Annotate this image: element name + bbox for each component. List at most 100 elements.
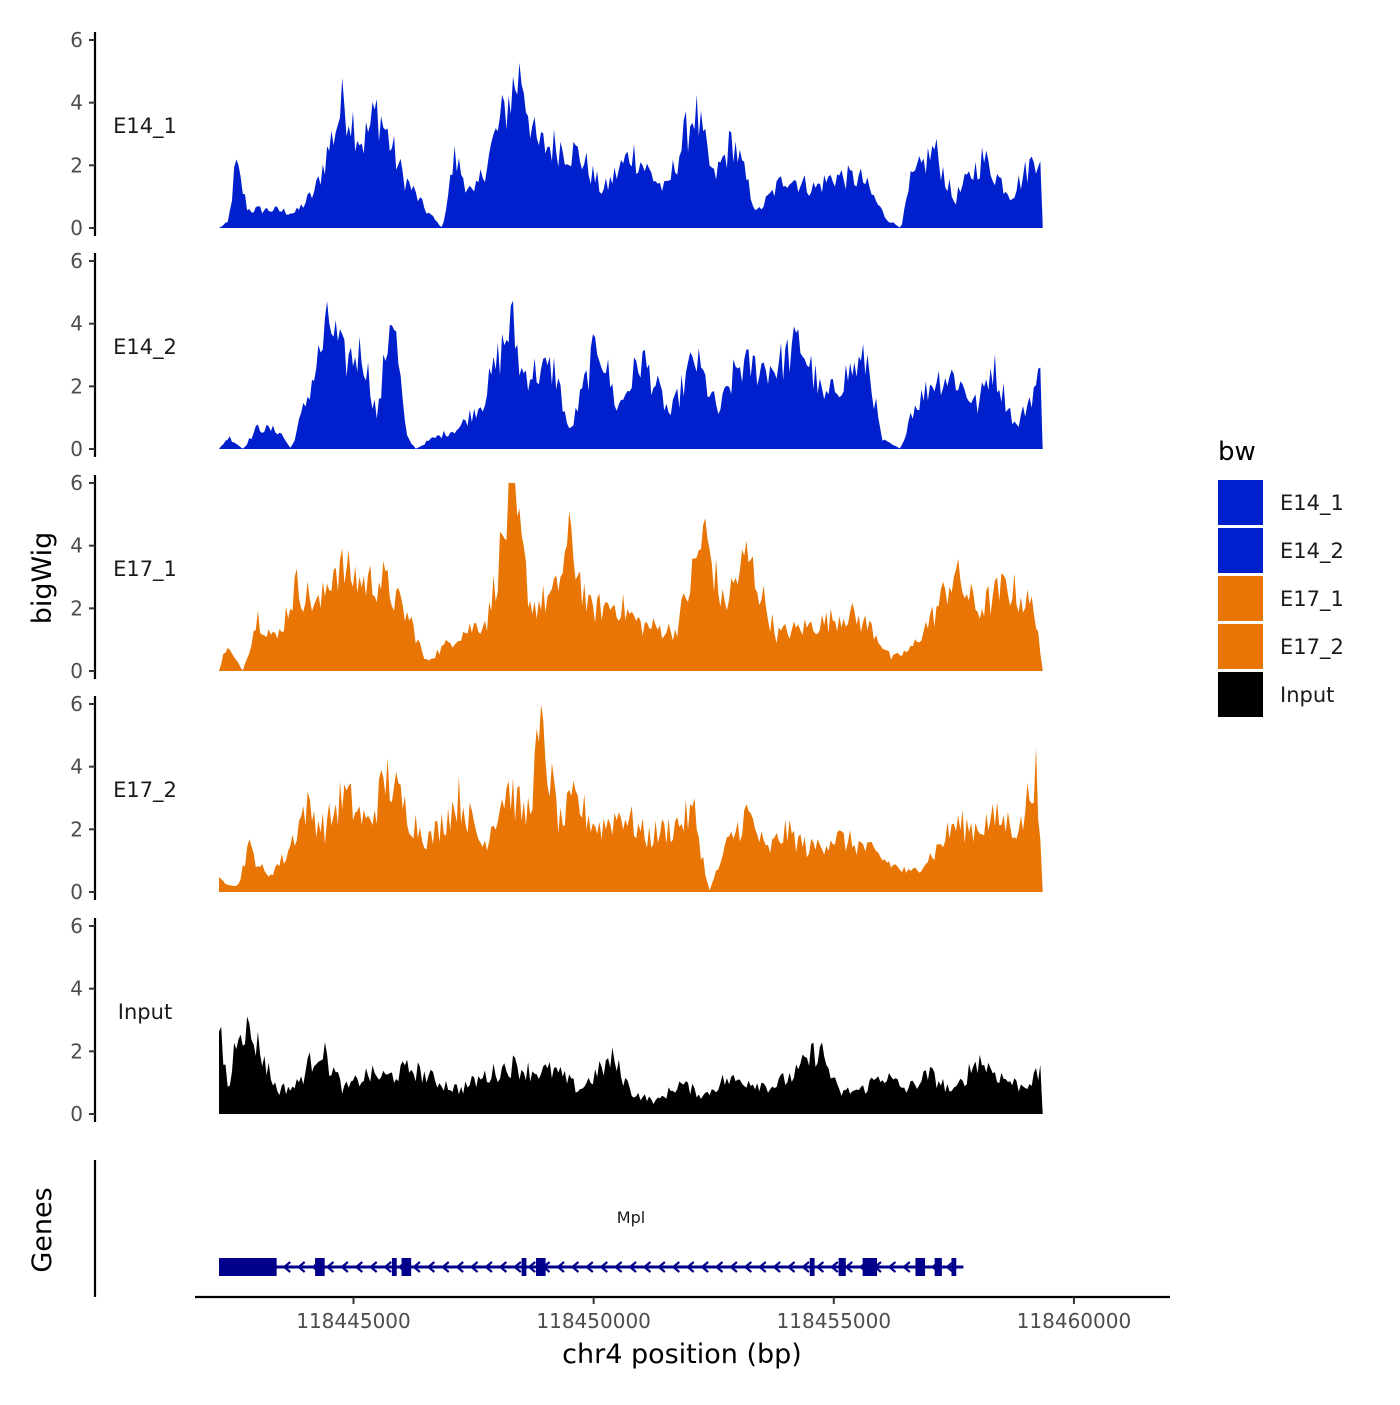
strand-arrow xyxy=(628,1261,637,1273)
y-tick-label: 4 xyxy=(70,977,83,1001)
legend-swatch xyxy=(1218,528,1263,573)
signal-area xyxy=(219,483,1043,671)
strand-arrow xyxy=(786,1261,796,1273)
strand-arrow xyxy=(570,1261,580,1273)
y-tick-label: 2 xyxy=(70,1039,83,1063)
y-tick-label: 6 xyxy=(70,692,83,716)
y-tick-label: 2 xyxy=(70,374,83,398)
legend-label: E17_1 xyxy=(1280,587,1344,612)
gene-exon xyxy=(536,1258,546,1276)
y-tick-label: 0 xyxy=(70,880,83,904)
legend-swatch xyxy=(1218,672,1263,717)
signal-tracks: 0 2 4 6 E14_1 0 2 4 6 E14_2 0 2 4 6 E17_1 0 2 4 6 E17_2 0 2 4 6… xyxy=(70,28,1043,1126)
strand-arrow xyxy=(945,1261,954,1273)
y-tick-label: 0 xyxy=(70,1102,83,1126)
x-tick-label: 118445000 xyxy=(296,1309,411,1333)
genes-track: Mpl xyxy=(93,1160,964,1297)
y-tick-label: 0 xyxy=(70,437,83,461)
y-tick-label: 4 xyxy=(70,91,83,115)
track-label: E17_1 xyxy=(113,557,177,582)
legend-swatch xyxy=(1218,624,1263,669)
strand-arrow xyxy=(498,1261,508,1273)
strand-arrow xyxy=(830,1261,839,1273)
strand-arrow xyxy=(801,1261,810,1273)
strand-arrow xyxy=(325,1261,335,1273)
gene-exon xyxy=(934,1258,942,1276)
signal-area xyxy=(219,62,1043,229)
x-axis-title: chr4 position (bp) xyxy=(562,1339,802,1370)
strand-arrow xyxy=(513,1261,522,1273)
track-e14-1: 0 2 4 6 E14_1 xyxy=(70,28,1043,240)
strand-arrow xyxy=(671,1261,681,1273)
y-tick-label: 4 xyxy=(70,755,83,779)
x-tick-label: 118455000 xyxy=(777,1309,892,1333)
legend-swatch xyxy=(1218,480,1263,525)
strand-arrow xyxy=(296,1261,306,1273)
strand-arrow xyxy=(685,1261,695,1273)
signal-area xyxy=(219,300,1043,449)
track-e17-1: 0 2 4 6 E17_1 xyxy=(70,471,1043,683)
track-input: 0 2 4 6 Input xyxy=(70,914,1043,1126)
legend: bw E14_1 E14_2 E17_1 E17_2 Input xyxy=(1218,437,1344,717)
strand-arrow xyxy=(383,1261,392,1273)
strand-arrow xyxy=(527,1261,536,1273)
y-tick-label: 6 xyxy=(70,249,83,273)
strand-arrow xyxy=(642,1261,652,1273)
strand-arrow xyxy=(613,1261,623,1273)
legend-item: E17_2 xyxy=(1218,624,1344,669)
y-tick-label: 4 xyxy=(70,534,83,558)
legend-label: Input xyxy=(1280,683,1334,707)
y-tick-label: 2 xyxy=(70,596,83,620)
gene-utr xyxy=(219,1258,277,1276)
y-tick-label: 6 xyxy=(70,914,83,938)
signal-area xyxy=(219,1016,1043,1114)
x-tick-label: 118450000 xyxy=(536,1309,651,1333)
strand-arrow xyxy=(484,1261,493,1273)
strand-arrow xyxy=(441,1261,450,1273)
y-tick-label: 6 xyxy=(70,471,83,495)
legend-title: bw xyxy=(1218,437,1256,467)
strand-arrow xyxy=(426,1261,436,1273)
y-tick-label: 2 xyxy=(70,153,83,177)
gene-exon xyxy=(315,1258,325,1276)
strand-arrow xyxy=(657,1261,666,1273)
gene-exon xyxy=(951,1258,957,1276)
track-e14-2: 0 2 4 6 E14_2 xyxy=(70,249,1043,461)
track-label: E17_2 xyxy=(113,778,177,803)
strand-arrow xyxy=(599,1261,608,1273)
strand-arrow xyxy=(758,1261,767,1273)
x-axis: 118445000 118450000 118455000 118460000 xyxy=(195,1295,1170,1333)
legend-label: E17_2 xyxy=(1280,635,1344,660)
track-e17-2: 0 2 4 6 E17_2 xyxy=(70,692,1043,904)
legend-label: E14_2 xyxy=(1280,539,1344,564)
y-axis-title: bigWig xyxy=(27,532,58,625)
strand-arrow xyxy=(455,1261,464,1273)
track-label: E14_1 xyxy=(113,114,177,139)
legend-item: E17_1 xyxy=(1218,576,1344,621)
gene-name: Mpl xyxy=(617,1208,645,1227)
genes-axis-title: Genes xyxy=(27,1187,58,1272)
strand-arrow xyxy=(700,1261,709,1273)
strand-arrow xyxy=(556,1261,565,1273)
strand-arrow xyxy=(714,1261,724,1273)
gene-exon xyxy=(391,1258,397,1276)
strand-arrow xyxy=(815,1261,825,1273)
gene-exon xyxy=(838,1258,846,1276)
track-label: Input xyxy=(118,1000,172,1024)
strand-arrow xyxy=(585,1261,594,1273)
gene-exon xyxy=(401,1258,412,1276)
strand-arrow xyxy=(354,1261,364,1273)
track-label: E14_2 xyxy=(113,335,177,360)
gene-exon xyxy=(862,1258,878,1276)
y-tick-label: 2 xyxy=(70,817,83,841)
signal-area xyxy=(219,704,1043,892)
gene-exon xyxy=(915,1258,926,1276)
strand-arrow xyxy=(844,1261,853,1273)
strand-arrow xyxy=(469,1261,479,1273)
legend-item: Input xyxy=(1218,672,1334,717)
strand-arrow xyxy=(743,1261,753,1273)
strand-arrow xyxy=(902,1261,911,1273)
strand-arrow xyxy=(772,1261,781,1273)
